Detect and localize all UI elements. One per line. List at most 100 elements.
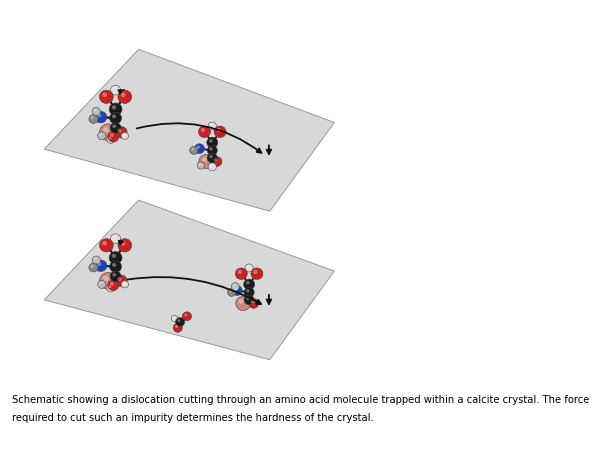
- Circle shape: [110, 133, 114, 137]
- Circle shape: [247, 265, 250, 268]
- Circle shape: [110, 271, 121, 282]
- Circle shape: [209, 139, 213, 143]
- Circle shape: [171, 315, 178, 321]
- Polygon shape: [44, 200, 334, 360]
- Circle shape: [244, 287, 254, 297]
- Circle shape: [199, 154, 213, 169]
- Circle shape: [99, 282, 102, 285]
- Circle shape: [92, 107, 100, 115]
- Circle shape: [207, 137, 218, 148]
- Circle shape: [120, 92, 126, 97]
- Circle shape: [210, 164, 213, 167]
- Circle shape: [244, 279, 254, 290]
- Circle shape: [246, 289, 250, 293]
- Circle shape: [173, 323, 183, 332]
- Circle shape: [234, 287, 238, 291]
- Circle shape: [98, 132, 106, 140]
- Circle shape: [108, 280, 119, 291]
- Circle shape: [97, 262, 101, 266]
- Circle shape: [121, 281, 129, 288]
- Circle shape: [195, 144, 205, 154]
- Circle shape: [109, 137, 111, 140]
- Circle shape: [238, 270, 242, 274]
- Circle shape: [245, 264, 253, 272]
- Circle shape: [246, 281, 250, 285]
- Circle shape: [118, 239, 132, 252]
- Circle shape: [251, 300, 254, 304]
- Circle shape: [111, 254, 116, 258]
- Circle shape: [207, 145, 218, 155]
- Circle shape: [209, 147, 213, 151]
- Circle shape: [233, 284, 236, 287]
- Circle shape: [175, 325, 178, 328]
- Circle shape: [123, 282, 125, 285]
- Circle shape: [107, 284, 115, 292]
- Circle shape: [216, 128, 221, 132]
- Circle shape: [113, 87, 116, 90]
- Circle shape: [92, 256, 100, 264]
- Circle shape: [117, 128, 122, 132]
- Circle shape: [112, 114, 116, 119]
- Circle shape: [103, 127, 109, 133]
- Circle shape: [103, 275, 109, 281]
- Circle shape: [98, 280, 106, 288]
- Circle shape: [111, 105, 116, 110]
- Text: Schematic showing a dislocation cutting through an amino acid molecule trapped w: Schematic showing a dislocation cutting …: [12, 395, 589, 405]
- Circle shape: [239, 299, 244, 304]
- Circle shape: [100, 90, 113, 103]
- Circle shape: [94, 257, 97, 260]
- Circle shape: [110, 85, 120, 95]
- Circle shape: [208, 122, 216, 130]
- Circle shape: [214, 158, 218, 162]
- Circle shape: [100, 124, 117, 141]
- Circle shape: [232, 286, 242, 295]
- Circle shape: [183, 312, 192, 321]
- Circle shape: [112, 124, 116, 128]
- Circle shape: [199, 163, 201, 166]
- Circle shape: [94, 109, 97, 112]
- Circle shape: [89, 114, 98, 123]
- Circle shape: [110, 123, 121, 133]
- Circle shape: [228, 288, 236, 296]
- Circle shape: [235, 268, 247, 279]
- Circle shape: [110, 282, 114, 286]
- Circle shape: [110, 234, 120, 243]
- Circle shape: [201, 128, 205, 132]
- Circle shape: [113, 236, 116, 239]
- Circle shape: [100, 273, 117, 289]
- Circle shape: [199, 126, 211, 137]
- Circle shape: [173, 317, 175, 319]
- Circle shape: [102, 241, 107, 246]
- Circle shape: [97, 114, 101, 118]
- Polygon shape: [44, 49, 334, 211]
- Circle shape: [112, 273, 116, 277]
- Circle shape: [210, 123, 213, 126]
- Circle shape: [176, 317, 184, 326]
- Circle shape: [244, 295, 254, 305]
- Circle shape: [91, 116, 94, 119]
- Circle shape: [109, 285, 111, 288]
- Circle shape: [190, 146, 198, 154]
- Circle shape: [118, 90, 132, 103]
- Text: required to cut such an impurity determines the hardness of the crystal.: required to cut such an impurity determi…: [12, 413, 374, 423]
- Circle shape: [115, 127, 127, 138]
- Circle shape: [177, 319, 180, 322]
- Circle shape: [207, 153, 218, 163]
- Circle shape: [209, 155, 213, 158]
- Circle shape: [95, 111, 107, 123]
- Circle shape: [253, 270, 257, 274]
- Circle shape: [123, 133, 125, 136]
- Circle shape: [107, 135, 115, 143]
- Circle shape: [120, 241, 126, 246]
- Circle shape: [214, 126, 226, 137]
- Circle shape: [229, 290, 232, 293]
- Circle shape: [197, 162, 205, 169]
- Circle shape: [251, 268, 263, 279]
- Circle shape: [110, 261, 122, 273]
- Circle shape: [117, 277, 122, 281]
- Circle shape: [192, 148, 195, 151]
- Circle shape: [109, 251, 122, 264]
- Circle shape: [231, 282, 240, 291]
- Circle shape: [95, 260, 107, 272]
- Circle shape: [196, 145, 200, 149]
